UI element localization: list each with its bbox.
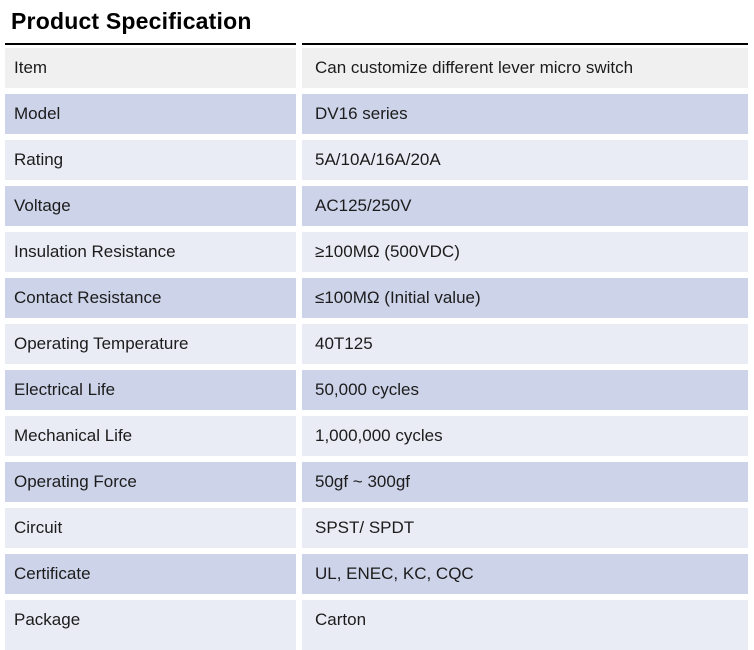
- row-value: UL, ENEC, KC, CQC: [302, 554, 748, 594]
- table-row-mechanical-life: Mechanical Life 1,000,000 cycles: [5, 416, 748, 456]
- table-row-package: Package Carton: [5, 600, 748, 650]
- row-label: Operating Force: [5, 462, 296, 502]
- row-value: ≥100MΩ (500VDC): [302, 232, 748, 272]
- row-value: Carton: [302, 600, 748, 650]
- table-row-operating-force: Operating Force 50gf ~ 300gf: [5, 462, 748, 502]
- table-row-operating-temperature: Operating Temperature 40T125: [5, 324, 748, 364]
- row-label: Electrical Life: [5, 370, 296, 410]
- table-row-voltage: Voltage AC125/250V: [5, 186, 748, 226]
- row-value: Can customize different lever micro swit…: [302, 48, 748, 88]
- row-label: Contact Resistance: [5, 278, 296, 318]
- table-row-contact-resistance: Contact Resistance ≤100MΩ (Initial value…: [5, 278, 748, 318]
- row-value: DV16 series: [302, 94, 748, 134]
- row-value: SPST/ SPDT: [302, 508, 748, 548]
- page-title: Product Specification: [11, 8, 252, 34]
- row-value: ≤100MΩ (Initial value): [302, 278, 748, 318]
- row-label: Model: [5, 94, 296, 134]
- table-row-certificate: Certificate UL, ENEC, KC, CQC: [5, 554, 748, 594]
- row-value: 1,000,000 cycles: [302, 416, 748, 456]
- row-label: Item: [5, 48, 296, 88]
- row-label: Rating: [5, 140, 296, 180]
- table-row-rating: Rating 5A/10A/16A/20A: [5, 140, 748, 180]
- table-row-insulation-resistance: Insulation Resistance ≥100MΩ (500VDC): [5, 232, 748, 272]
- title-underline: [5, 43, 748, 45]
- row-value: 50,000 cycles: [302, 370, 748, 410]
- row-value: 40T125: [302, 324, 748, 364]
- table-row-circuit: Circuit SPST/ SPDT: [5, 508, 748, 548]
- spec-table: Item Can customize different lever micro…: [5, 48, 748, 650]
- table-row-item: Item Can customize different lever micro…: [5, 48, 748, 88]
- row-label: Circuit: [5, 508, 296, 548]
- row-value: 50gf ~ 300gf: [302, 462, 748, 502]
- row-label: Mechanical Life: [5, 416, 296, 456]
- row-value: AC125/250V: [302, 186, 748, 226]
- table-row-electrical-life: Electrical Life 50,000 cycles: [5, 370, 748, 410]
- row-label: Certificate: [5, 554, 296, 594]
- row-value: 5A/10A/16A/20A: [302, 140, 748, 180]
- table-row-model: Model DV16 series: [5, 94, 748, 134]
- row-label: Insulation Resistance: [5, 232, 296, 272]
- title-underline-right-segment: [302, 43, 748, 45]
- row-label: Voltage: [5, 186, 296, 226]
- row-label: Operating Temperature: [5, 324, 296, 364]
- title-underline-left-segment: [5, 43, 296, 45]
- row-label: Package: [5, 600, 296, 650]
